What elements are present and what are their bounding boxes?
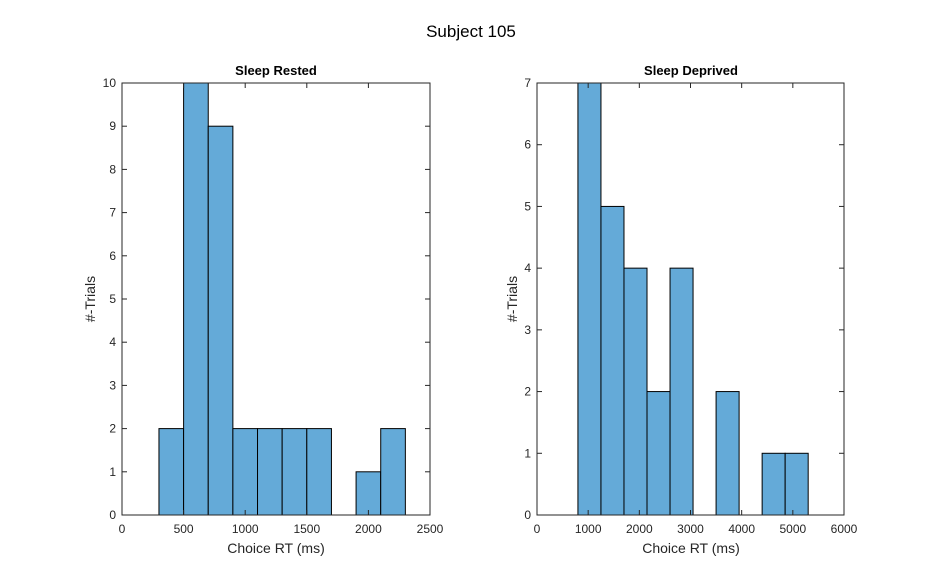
y-tick-label-sleep-deprived-6: 6 (524, 138, 531, 152)
x-tick-label-sleep-rested-1500: 1500 (293, 522, 320, 536)
y-tick-label-sleep-rested-4: 4 (109, 335, 116, 349)
y-tick-label-sleep-deprived-4: 4 (524, 261, 531, 275)
y-tick-label-sleep-rested-1: 1 (109, 465, 116, 479)
x-tick-label-sleep-deprived-6000: 6000 (831, 522, 858, 536)
x-tick-label-sleep-rested-1000: 1000 (232, 522, 259, 536)
y-tick-label-sleep-rested-3: 3 (109, 378, 116, 392)
bar-sleep-deprived-1250-1700 (600, 205, 625, 516)
bar-sleep-deprived-2600-3050 (669, 267, 694, 516)
chart-title-sleep-rested: Sleep Rested (235, 63, 317, 78)
y-tick-label-sleep-rested-7: 7 (109, 206, 116, 220)
x-tick-label-sleep-deprived-2000: 2000 (626, 522, 653, 536)
bar-sleep-rested-2100-2300 (380, 428, 406, 516)
x-tick-label-sleep-rested-0: 0 (119, 522, 126, 536)
x-tick-label-sleep-deprived-4000: 4000 (728, 522, 755, 536)
x-tick-label-sleep-deprived-5000: 5000 (779, 522, 806, 536)
y-tick-label-sleep-deprived-7: 7 (524, 76, 531, 90)
bar-sleep-rested-1100-1300 (257, 428, 283, 516)
x-tick-label-sleep-rested-2000: 2000 (355, 522, 382, 536)
x-tick-label-sleep-rested-2500: 2500 (417, 522, 444, 536)
x-tick-label-sleep-deprived-0: 0 (534, 522, 541, 536)
bar-sleep-rested-700-900 (207, 125, 234, 516)
y-tick-label-sleep-deprived-2: 2 (524, 385, 531, 399)
y-tick-label-sleep-deprived-1: 1 (524, 446, 531, 460)
y-tick-label-sleep-rested-6: 6 (109, 249, 116, 263)
x-tick-label-sleep-deprived-1000: 1000 (575, 522, 602, 536)
bar-sleep-deprived-2150-2600 (646, 391, 671, 516)
y-tick-label-sleep-rested-10: 10 (103, 76, 117, 90)
bar-sleep-rested-1500-1700 (306, 428, 332, 516)
y-tick-label-sleep-rested-0: 0 (109, 508, 116, 522)
y-tick-label-sleep-deprived-5: 5 (524, 199, 531, 213)
bar-sleep-rested-1300-1500 (281, 428, 308, 516)
bar-sleep-rested-500-700 (183, 82, 209, 516)
y-tick-label-sleep-rested-9: 9 (109, 119, 116, 133)
y-axis-label-sleep-deprived: #-Trials (504, 276, 520, 322)
bar-sleep-deprived-4850-5300 (784, 452, 809, 516)
y-tick-label-sleep-rested-5: 5 (109, 292, 116, 306)
bars-sleep-deprived (577, 82, 809, 516)
figure-title: Subject 105 (426, 22, 516, 41)
bar-sleep-deprived-4400-4850 (761, 452, 786, 516)
bar-sleep-deprived-1700-2150 (623, 267, 648, 516)
x-axis-label-sleep-rested: Choice RT (ms) (227, 540, 325, 556)
bar-sleep-deprived-800-1250 (577, 82, 602, 516)
bar-sleep-rested-1900-2100 (355, 471, 382, 516)
y-tick-label-sleep-rested-2: 2 (109, 422, 116, 436)
y-tick-label-sleep-rested-8: 8 (109, 162, 116, 176)
bars-sleep-rested (158, 82, 406, 516)
chart-title-sleep-deprived: Sleep Deprived (644, 63, 738, 78)
bar-sleep-rested-300-500 (158, 428, 185, 516)
x-axis-label-sleep-deprived: Choice RT (ms) (642, 540, 740, 556)
y-tick-label-sleep-deprived-3: 3 (524, 323, 531, 337)
x-tick-label-sleep-rested-500: 500 (174, 522, 194, 536)
histogram-sleep-rested: Sleep Rested Choice RT (ms) #-Trials 0 50… (82, 63, 444, 556)
y-axis-label-sleep-rested: #-Trials (82, 276, 98, 322)
bar-sleep-rested-900-1100 (232, 428, 259, 516)
histogram-sleep-deprived: Sleep Deprived Choice RT (ms) #-Trials 0… (504, 63, 858, 556)
y-tick-label-sleep-deprived-0: 0 (524, 508, 531, 522)
bar-sleep-deprived-3500-3950 (715, 391, 740, 516)
x-tick-label-sleep-deprived-3000: 3000 (677, 522, 704, 536)
